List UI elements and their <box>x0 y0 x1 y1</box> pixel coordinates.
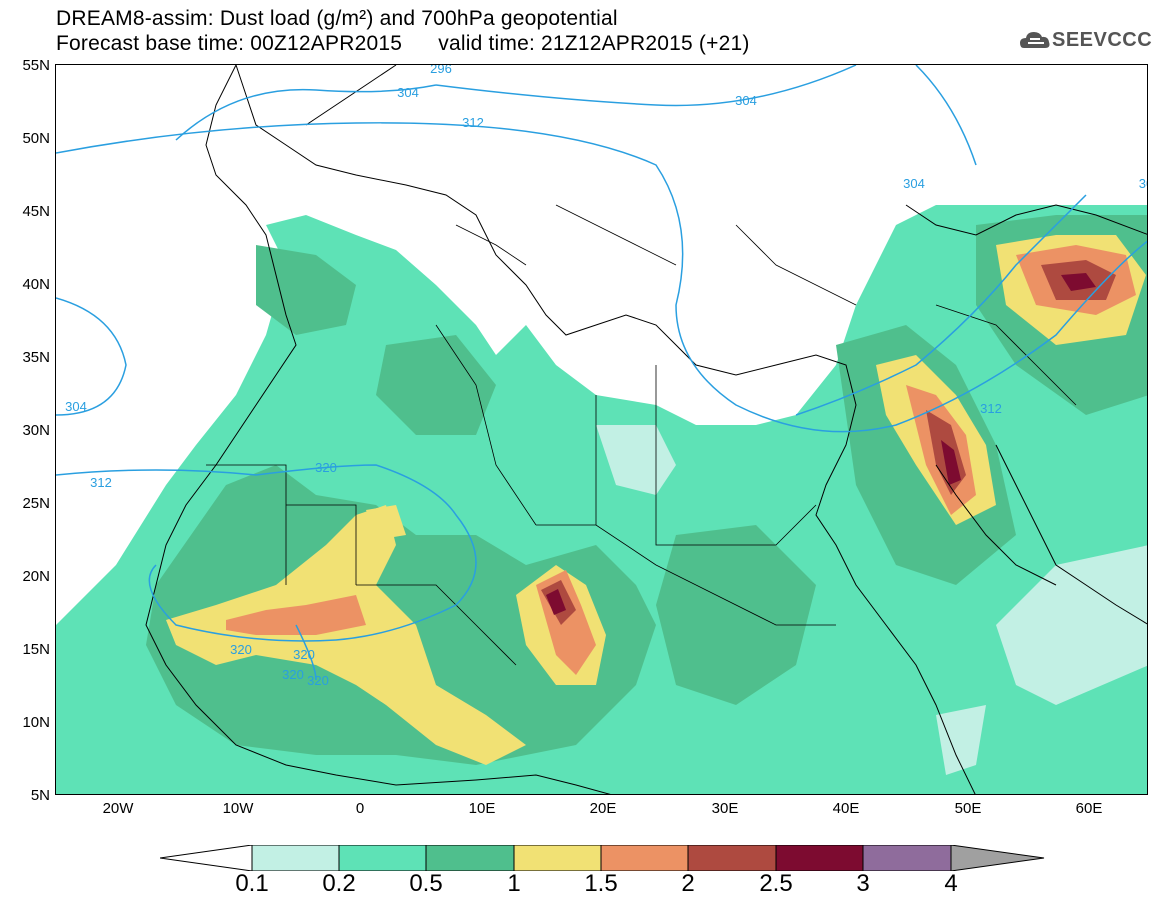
lat-label: 50N <box>22 130 50 147</box>
colorbar-over-arrow <box>950 845 1045 871</box>
contour-label: 312 <box>980 401 1002 416</box>
lon-label: 60E <box>1075 800 1103 817</box>
contour-label: 304 <box>735 93 757 108</box>
colorbar <box>160 845 1045 871</box>
lon-label: 10E <box>468 800 496 817</box>
lat-label: 25N <box>22 495 50 512</box>
lon-label: 10W <box>222 800 254 817</box>
colorbar-bin <box>600 845 689 871</box>
dust-level-1 <box>166 505 526 765</box>
colorbar-bin <box>513 845 602 871</box>
lat-label: 45N <box>22 203 50 220</box>
dust-load-map: 296 304 312 304 304 304 312 320 320 320 … <box>56 65 1148 794</box>
colorbar-label: 4 <box>944 870 958 897</box>
contour-label: 312 <box>90 475 112 490</box>
lat-label: 55N <box>22 57 50 74</box>
contour-label: 320 <box>293 647 315 662</box>
colorbar-label: 3 <box>856 870 870 897</box>
contour-label: 320 <box>230 642 252 657</box>
map-panel: 296 304 312 304 304 304 312 320 320 320 … <box>55 64 1148 795</box>
lon-label: 40E <box>832 800 860 817</box>
dust-level-2.5 <box>941 440 961 485</box>
colorbar-label: 1 <box>507 870 521 897</box>
contour-label: 312 <box>462 115 484 130</box>
contour-label: 304 <box>397 85 419 100</box>
lat-label: 10N <box>22 714 50 731</box>
contour-label: 296 <box>430 65 452 76</box>
contour-label: 320 <box>315 460 337 475</box>
lat-label: 5N <box>30 787 50 804</box>
logo-text: SEEVCCC <box>1052 29 1153 51</box>
colorbar-under-arrow <box>160 845 253 871</box>
geopotential-contours <box>56 65 1147 681</box>
colorbar-bin <box>775 845 864 871</box>
contour-label: 320 <box>307 673 329 688</box>
lon-label: 0 <box>355 800 365 817</box>
colorbar-label: 2.5 <box>759 870 793 897</box>
colorbar-label: 0.1 <box>235 870 269 897</box>
lon-label: 50E <box>954 800 982 817</box>
lat-label: 15N <box>22 641 50 658</box>
title-line-1: DREAM8-assim: Dust load (g/m²) and 700hP… <box>56 7 618 30</box>
contour-label: 304 <box>903 176 925 191</box>
colorbar-label: 2 <box>681 870 695 897</box>
title-line-2: Forecast base time: 00Z12APR2015 valid t… <box>56 32 750 55</box>
dust-level-0.5 <box>376 335 496 435</box>
lon-label: 30E <box>711 800 739 817</box>
dust-level-0.5 <box>656 525 816 705</box>
colorbar-label: 1.5 <box>584 870 618 897</box>
lon-label: 20W <box>102 800 134 817</box>
dust-level-0.1 <box>936 705 986 775</box>
lat-label: 20N <box>22 568 50 585</box>
lat-label: 40N <box>22 276 50 293</box>
dust-level-2.5 <box>546 589 566 615</box>
lat-label: 30N <box>22 422 50 439</box>
colorbar-bin <box>338 845 427 871</box>
contour-label: 30 <box>1139 176 1148 191</box>
coastlines <box>145 65 1147 794</box>
cloud-logo-icon <box>1020 32 1050 48</box>
contour-label: 320 <box>282 667 304 682</box>
dust-level-1 <box>366 505 406 540</box>
colorbar-bin <box>251 845 340 871</box>
dust-level-0.1 <box>996 545 1147 705</box>
lon-label: 20E <box>589 800 617 817</box>
colorbar-label: 0.5 <box>409 870 443 897</box>
colorbar-bin <box>425 845 515 871</box>
colorbar-label: 0.2 <box>322 870 356 897</box>
lat-label: 35N <box>22 349 50 366</box>
dust-level-0.5 <box>256 245 356 335</box>
colorbar-bin <box>687 845 777 871</box>
dust-level-1.5 <box>226 595 366 635</box>
dust-level-2.5 <box>1061 273 1096 291</box>
colorbar-bin <box>862 845 952 871</box>
country-borders <box>206 204 1077 666</box>
contour-label: 304 <box>65 399 87 414</box>
